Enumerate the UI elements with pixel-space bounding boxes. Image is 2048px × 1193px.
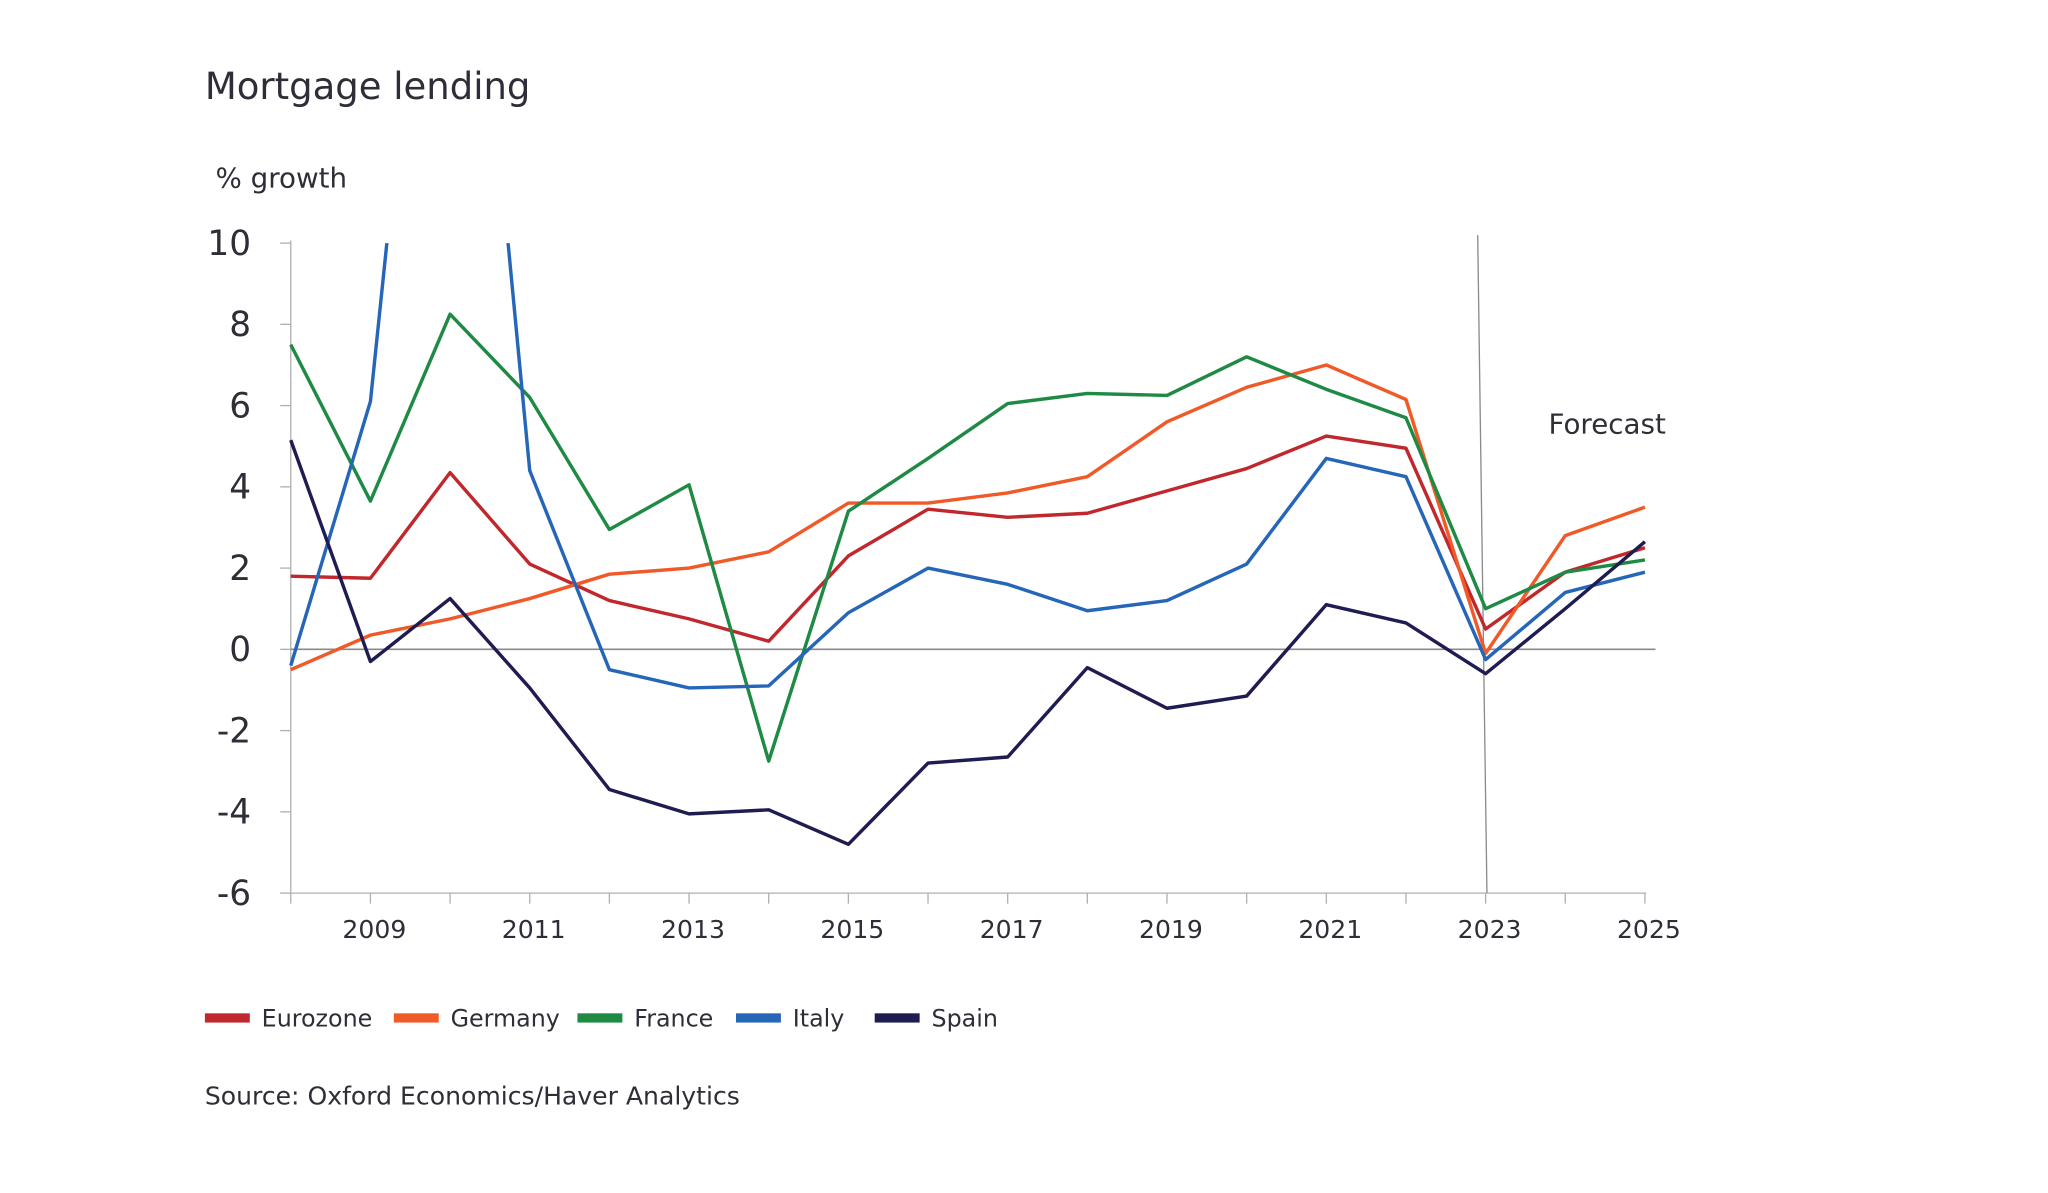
series-line-spain: [289, 439, 1647, 847]
series-line-germany: [290, 363, 1646, 672]
x-tick-label: 2017: [980, 915, 1044, 944]
y-tick-label: 10: [207, 224, 251, 264]
x-tick-label: 2019: [1139, 915, 1203, 944]
y-tick-label: -6: [217, 874, 251, 914]
y-tick-label: 4: [229, 468, 251, 508]
y-tick-label: 0: [229, 630, 251, 670]
x-tick-label: 2025: [1617, 915, 1681, 944]
series-line-italy: [289, 243, 1646, 690]
legend-label-eurozone: Eurozone: [262, 1005, 373, 1033]
source-note: Source: Oxford Economics/Haver Analytics: [205, 1081, 740, 1110]
y-tick-label: 2: [229, 549, 251, 589]
x-tick-label: 2011: [502, 915, 566, 944]
series-line-france: [289, 312, 1646, 763]
y-tick-label: 6: [229, 386, 251, 426]
chart-title: Mortgage lending: [205, 65, 531, 108]
forecast-divider: [1477, 235, 1488, 894]
legend-label-germany: Germany: [451, 1005, 560, 1033]
legend-swatch-germany: [393, 1013, 439, 1023]
x-tick-label: 2013: [661, 915, 725, 944]
x-tick-label: 2021: [1298, 915, 1362, 944]
legend-swatch-eurozone: [204, 1013, 250, 1023]
y-axis-label: % growth: [215, 162, 347, 195]
x-tick-label: 2023: [1458, 915, 1522, 944]
series-line-eurozone: [290, 434, 1646, 643]
y-tick-label: -4: [217, 793, 251, 833]
legend-label-italy: Italy: [793, 1005, 845, 1033]
legend-swatch-italy: [735, 1013, 781, 1023]
legend-label-spain: Spain: [932, 1005, 998, 1033]
forecast-label: Forecast: [1548, 407, 1665, 440]
legend-label-france: France: [634, 1005, 713, 1033]
y-tick-label: 8: [229, 305, 251, 345]
x-tick-label: 2015: [820, 915, 884, 944]
y-tick-label: -2: [217, 711, 251, 751]
legend-swatch-spain: [874, 1013, 920, 1023]
x-tick-label: 2009: [342, 915, 406, 944]
legend-swatch-france: [577, 1013, 623, 1023]
